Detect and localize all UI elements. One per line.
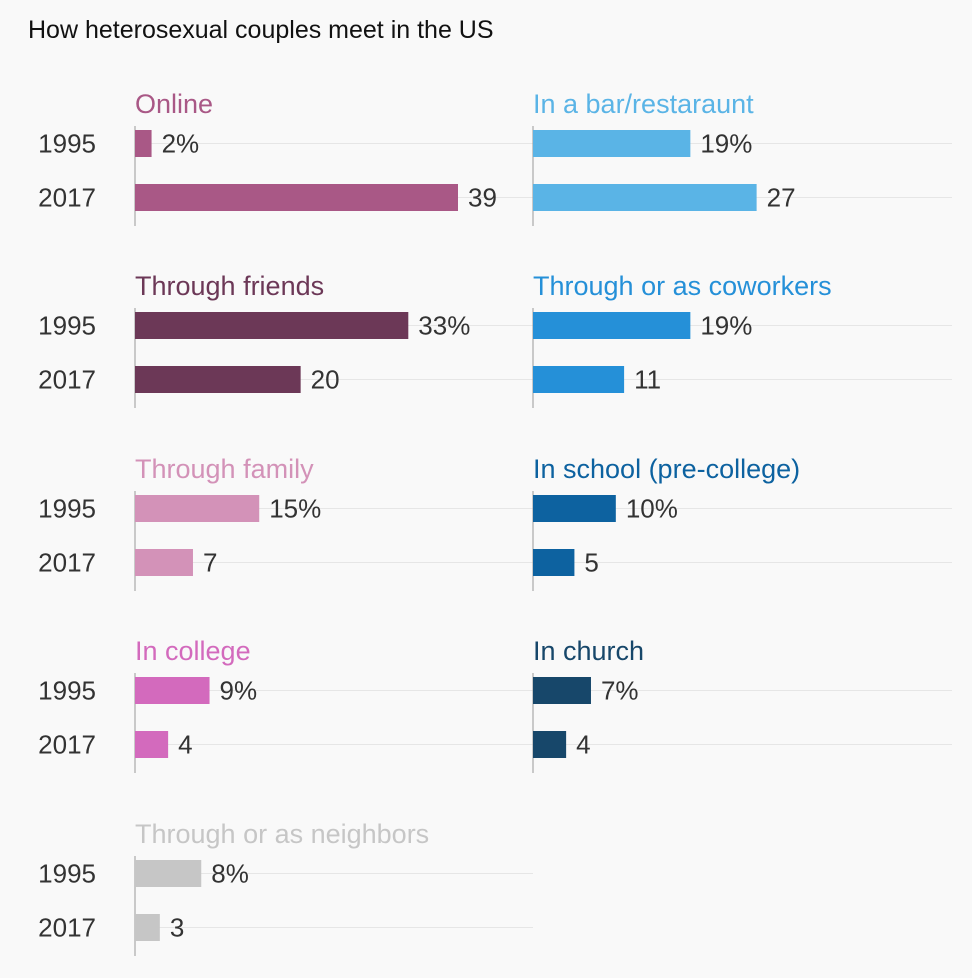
year-label-1995: 1995 [38, 859, 96, 889]
panel-title-in-college: In college [135, 636, 251, 666]
data-label-through-family-2017: 7 [203, 548, 217, 578]
data-label-through-family-1995: 15% [269, 494, 321, 524]
panel-title-through-family: Through family [135, 454, 314, 484]
bar-through-or-as-neighbors-2017 [135, 914, 160, 941]
year-label-2017: 2017 [38, 365, 96, 395]
bar-in-church-1995 [533, 677, 591, 704]
data-label-in-college-1995: 9% [220, 676, 258, 706]
data-label-through-friends-2017: 20 [311, 365, 340, 395]
data-label-online-1995: 2% [162, 129, 200, 159]
data-label-through-or-as-neighbors-1995: 8% [211, 859, 249, 889]
panel-title-online: Online [135, 89, 213, 119]
bar-through-friends-2017 [135, 366, 301, 393]
year-label-1995: 1995 [38, 494, 96, 524]
year-label-2017: 2017 [38, 913, 96, 943]
bar-through-family-1995 [135, 495, 260, 522]
bar-in-school-pre-college-1995 [533, 495, 616, 522]
data-label-in-church-2017: 4 [576, 730, 590, 760]
data-label-in-college-2017: 4 [178, 730, 192, 760]
year-label-1995: 1995 [38, 311, 96, 341]
panel-title-in-school-pre-college: In school (pre-college) [533, 454, 800, 484]
year-label-2017: 2017 [38, 548, 96, 578]
bar-through-or-as-neighbors-1995 [135, 860, 202, 887]
data-label-through-or-as-coworkers-1995: 19% [700, 311, 752, 341]
data-label-through-friends-1995: 33% [418, 311, 470, 341]
bar-in-a-bar-restaraunt-1995 [533, 130, 691, 157]
panel-title-through-friends: Through friends [135, 271, 324, 301]
year-label-1995: 1995 [38, 129, 96, 159]
bar-through-or-as-coworkers-2017 [533, 366, 625, 393]
data-label-in-school-pre-college-2017: 5 [584, 548, 598, 578]
panel-title-through-or-as-coworkers: Through or as coworkers [533, 271, 832, 301]
data-label-in-school-pre-college-1995: 10% [626, 494, 678, 524]
bar-in-college-2017 [135, 731, 169, 758]
bar-through-family-2017 [135, 549, 193, 576]
data-label-online-2017: 39 [468, 183, 497, 213]
bar-through-or-as-coworkers-1995 [533, 312, 691, 339]
data-label-in-a-bar-restaraunt-1995: 19% [700, 129, 752, 159]
bar-in-a-bar-restaraunt-2017 [533, 184, 757, 211]
bar-online-2017 [135, 184, 458, 211]
panel-title-through-or-as-neighbors: Through or as neighbors [135, 819, 429, 849]
bar-through-friends-1995 [135, 312, 409, 339]
year-label-2017: 2017 [38, 730, 96, 760]
panel-title-in-a-bar-restaraunt: In a bar/restaraunt [533, 89, 754, 119]
data-label-through-or-as-neighbors-2017: 3 [170, 913, 184, 943]
bar-in-church-2017 [533, 731, 567, 758]
bar-in-school-pre-college-2017 [533, 549, 575, 576]
data-label-in-church-1995: 7% [601, 676, 639, 706]
bar-in-college-1995 [135, 677, 210, 704]
chart-title: How heterosexual couples meet in the US [28, 16, 494, 44]
panel-title-in-church: In church [533, 636, 644, 666]
year-label-1995: 1995 [38, 676, 96, 706]
data-label-in-a-bar-restaraunt-2017: 27 [767, 183, 796, 213]
data-label-through-or-as-coworkers-2017: 11 [634, 365, 661, 395]
bar-online-1995 [135, 130, 152, 157]
year-label-2017: 2017 [38, 183, 96, 213]
